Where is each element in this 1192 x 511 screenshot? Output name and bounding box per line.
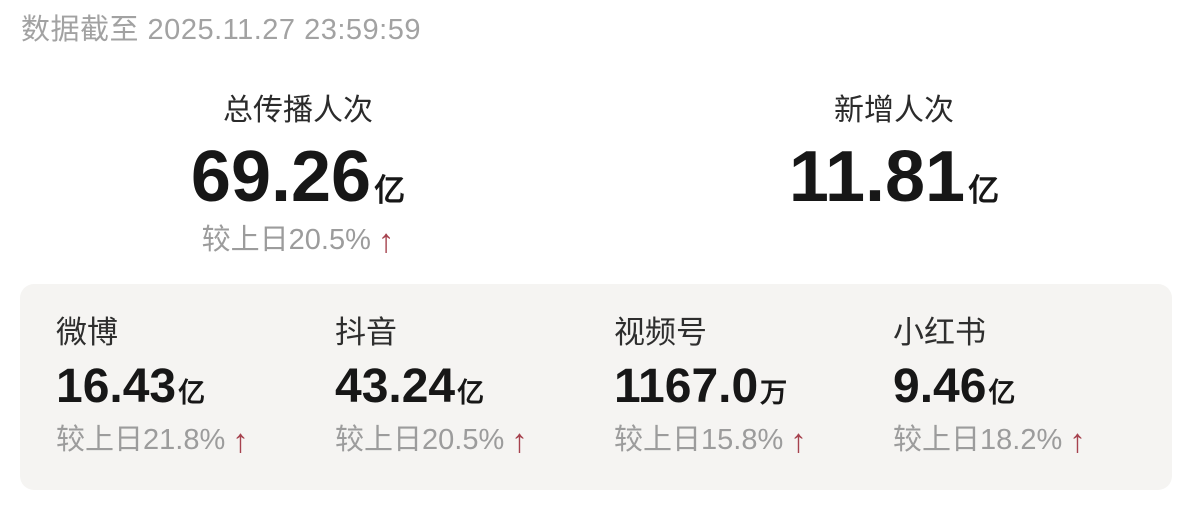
stat-weibo-delta: 较上日21.8% ↑	[56, 422, 249, 460]
stat-douyin-value-line: 43.24 亿	[335, 363, 484, 411]
stat-weibo-value: 16.43	[56, 360, 177, 414]
stat-total-spread-delta-text: 较上日20.5%	[201, 224, 371, 257]
stat-xiaohongshu-label: 小红书	[893, 315, 986, 350]
stat-xiaohongshu: 小红书 9.46 亿 较上日18.2% ↑	[893, 315, 1172, 490]
stat-shipinhao-value-line: 1167.0 万	[614, 363, 787, 411]
stat-weibo-delta-text: 较上日21.8%	[56, 424, 226, 457]
stat-shipinhao-unit: 万	[760, 378, 788, 409]
stat-shipinhao-delta-text: 较上日15.8%	[614, 424, 784, 457]
stat-douyin-label: 抖音	[335, 315, 397, 350]
stat-douyin-delta-text: 较上日20.5%	[335, 424, 505, 457]
stat-weibo-unit: 亿	[178, 378, 206, 409]
stat-xiaohongshu-unit: 亿	[988, 378, 1016, 409]
stat-xiaohongshu-delta: 较上日18.2% ↑	[893, 422, 1086, 460]
stat-xiaohongshu-value: 9.46	[893, 360, 987, 414]
stat-xiaohongshu-delta-text: 较上日18.2%	[893, 424, 1063, 457]
stat-new-count-value: 11.81	[788, 137, 966, 217]
summary-stats-row: 总传播人次 69.26 亿 较上日20.5% ↑ 新增人次 11.81 亿	[0, 94, 1192, 259]
stat-weibo: 微博 16.43 亿 较上日21.8% ↑	[56, 315, 335, 490]
stat-new-count-value-line: 11.81 亿	[789, 141, 999, 213]
stat-total-spread: 总传播人次 69.26 亿 较上日20.5% ↑	[0, 94, 596, 259]
up-arrow-icon: ↑	[511, 422, 528, 460]
stat-weibo-label: 微博	[56, 315, 118, 350]
stat-douyin-value: 43.24	[335, 360, 456, 414]
stat-douyin: 抖音 43.24 亿 较上日20.5% ↑	[335, 315, 614, 490]
up-arrow-icon: ↑	[1069, 422, 1086, 460]
stat-shipinhao-delta: 较上日15.8% ↑	[614, 422, 807, 460]
platform-stats-panel: 微博 16.43 亿 较上日21.8% ↑ 抖音 43.24 亿 较上日20.5…	[20, 284, 1172, 490]
stat-total-spread-unit: 亿	[374, 173, 406, 208]
stat-douyin-unit: 亿	[457, 378, 485, 409]
stat-shipinhao-value: 1167.0	[614, 360, 759, 414]
stat-total-spread-value-line: 69.26 亿	[191, 141, 405, 213]
stat-weibo-value-line: 16.43 亿	[56, 363, 205, 411]
up-arrow-icon: ↑	[377, 222, 395, 259]
up-arrow-icon: ↑	[790, 422, 807, 460]
stat-new-count: 新增人次 11.81 亿	[596, 94, 1192, 256]
stat-new-count-unit: 亿	[968, 173, 1000, 208]
stat-shipinhao: 视频号 1167.0 万 较上日15.8% ↑	[614, 315, 893, 490]
stat-douyin-delta: 较上日20.5% ↑	[335, 422, 528, 460]
stat-total-spread-delta: 较上日20.5% ↑	[201, 222, 395, 259]
stat-total-spread-value: 69.26	[190, 137, 372, 217]
stat-total-spread-label: 总传播人次	[223, 94, 373, 127]
stat-new-count-label: 新增人次	[834, 94, 954, 127]
data-cutoff-timestamp: 数据截至 2025.11.27 23:59:59	[21, 14, 421, 46]
stat-shipinhao-label: 视频号	[614, 315, 707, 350]
stat-xiaohongshu-value-line: 9.46 亿	[893, 363, 1015, 411]
up-arrow-icon: ↑	[232, 422, 249, 460]
